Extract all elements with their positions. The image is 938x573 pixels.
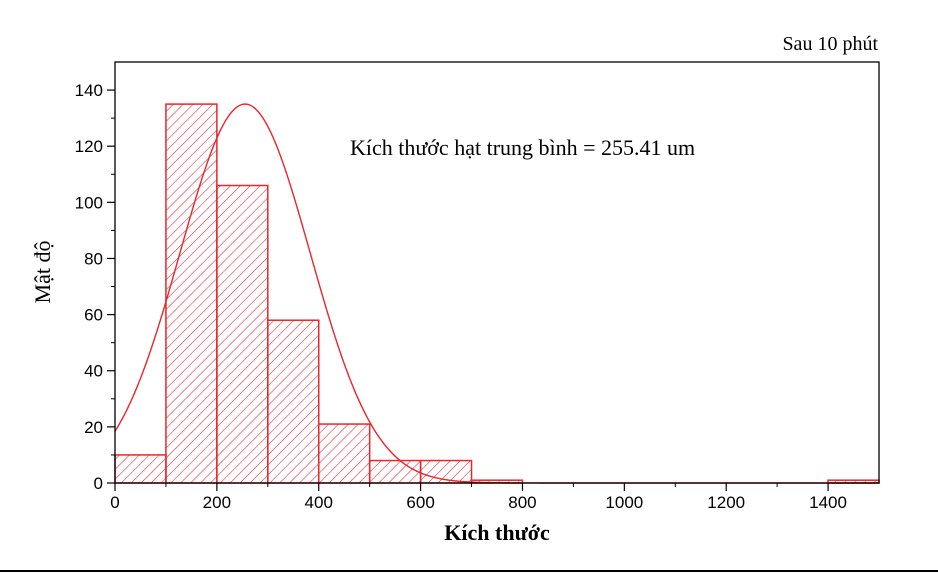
x-tick-label: 800 [508, 493, 536, 512]
y-tick-label: 80 [84, 249, 103, 268]
chart-title: Sau 10 phút [782, 33, 878, 55]
histogram-bar [114, 454, 167, 484]
x-tick-label: 1000 [605, 493, 643, 512]
y-tick-label: 60 [84, 306, 103, 325]
x-tick-label: 0 [110, 493, 119, 512]
y-tick-label: 20 [84, 418, 103, 437]
x-tick-label: 400 [305, 493, 333, 512]
x-tick-label: 600 [406, 493, 434, 512]
y-tick-label: 40 [84, 362, 103, 381]
x-tick-label: 1200 [707, 493, 745, 512]
y-tick-label: 140 [75, 81, 103, 100]
histogram-bar [368, 459, 422, 484]
histogram-bar [165, 103, 218, 484]
y-axis-label: Mật độ [30, 241, 55, 304]
histogram-bar [317, 423, 371, 484]
histogram-bar [216, 184, 269, 484]
x-tick-label: 200 [203, 493, 231, 512]
bottom-divider [0, 570, 938, 572]
plot-frame [114, 61, 880, 484]
y-tick-label: 0 [94, 474, 103, 493]
x-axis-label: Kích thước [444, 520, 550, 545]
x-tick-label: 1400 [809, 493, 847, 512]
mean-size-annotation: Kích thước hạt trung bình = 255.41 um [350, 135, 695, 160]
y-tick-label: 120 [75, 137, 103, 156]
histogram-bar [267, 319, 320, 484]
y-tick-label: 100 [75, 193, 103, 212]
bars-layer [114, 103, 880, 484]
